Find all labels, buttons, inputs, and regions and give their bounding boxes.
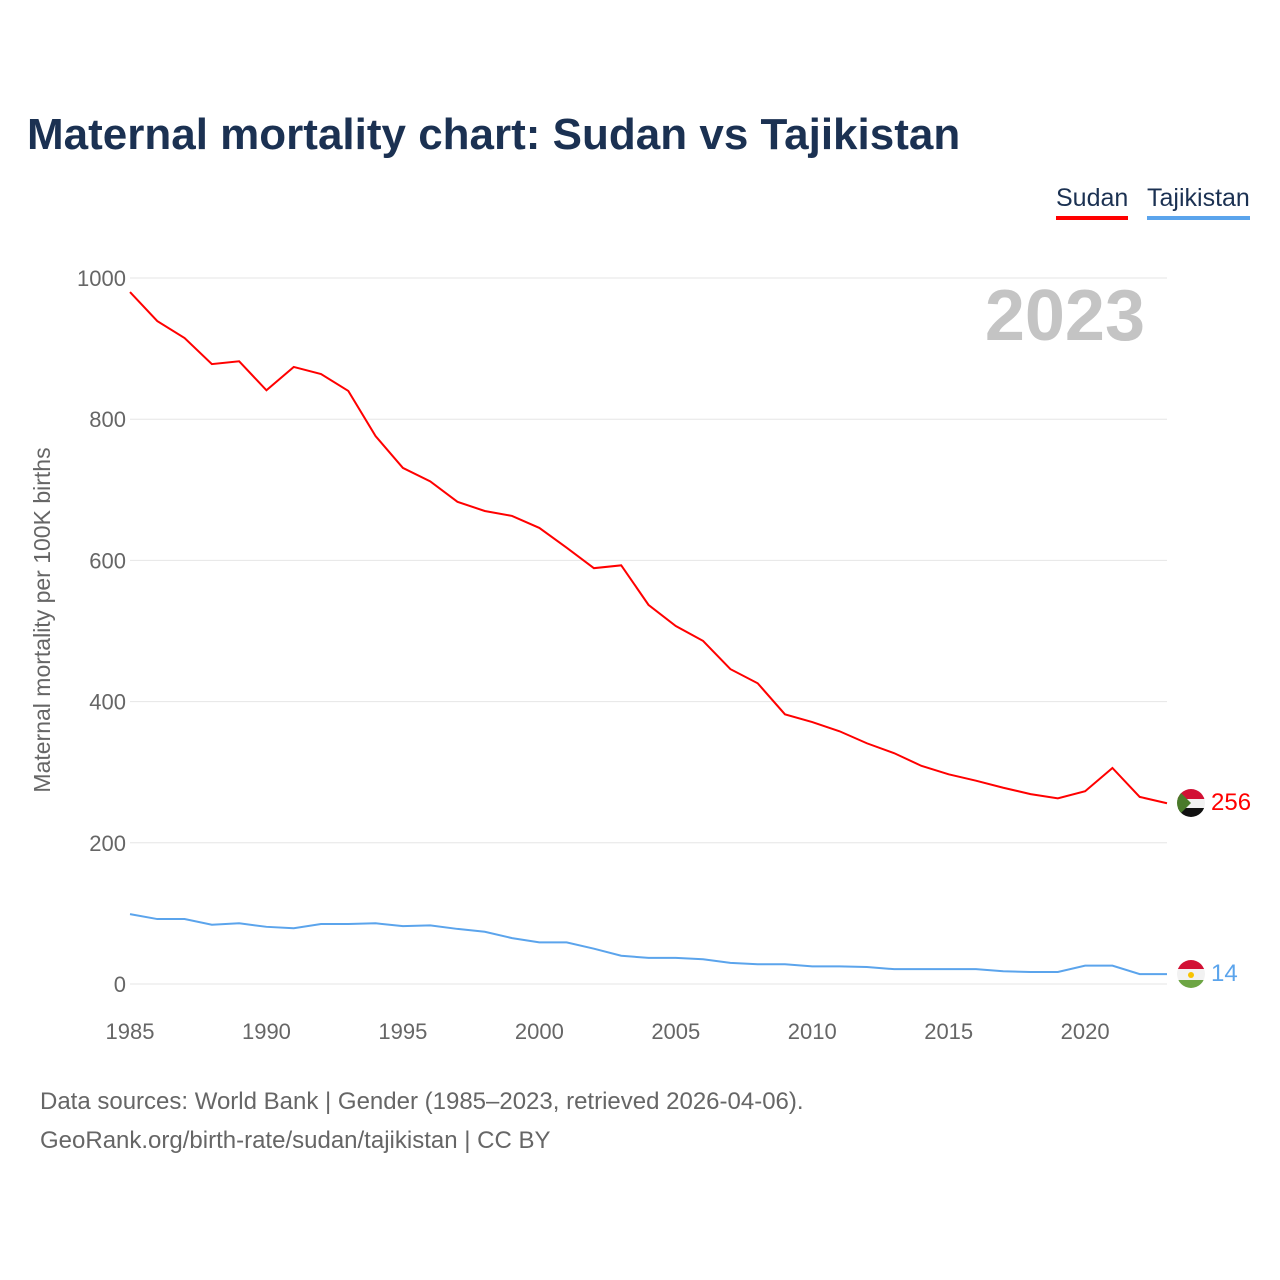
y-tick-label: 600 — [89, 548, 126, 573]
tajikistan-flag-icon — [1177, 960, 1205, 988]
series-line-tajikistan — [129, 913, 1167, 976]
x-tick-label: 2000 — [515, 1019, 564, 1044]
y-tick-label: 200 — [89, 831, 126, 856]
source-line-2[interactable]: GeoRank.org/birth-rate/sudan/tajikistan … — [40, 1127, 551, 1154]
sudan-flag-icon — [1177, 789, 1205, 817]
source-line-1: Data sources: World Bank | Gender (1985–… — [40, 1088, 804, 1115]
legend-tajikistan[interactable]: Tajikistan — [1147, 184, 1250, 220]
year-label: 2023 — [985, 276, 1145, 356]
legend-sudan[interactable]: Sudan — [1056, 184, 1129, 220]
x-tick-label: 1985 — [106, 1019, 155, 1044]
chart-title: Maternal mortality chart: Sudan vs Tajik… — [27, 110, 961, 159]
x-tick-label: 2015 — [924, 1019, 973, 1044]
tajikistan-end-label: 14 — [1211, 960, 1238, 987]
y-tick-label: 0 — [114, 972, 126, 997]
x-tick-label: 2020 — [1061, 1019, 1110, 1044]
x-tick-label: 1995 — [378, 1019, 427, 1044]
y-tick-label: 1000 — [77, 266, 126, 291]
sudan-end-label: 256 — [1211, 789, 1251, 816]
y-axis-label: Maternal mortality per 100K births — [29, 447, 55, 792]
x-tick-label: 2005 — [651, 1019, 700, 1044]
series-line-sudan — [129, 291, 1168, 805]
x-tick-label: 2010 — [788, 1019, 837, 1044]
y-tick-label: 800 — [89, 407, 126, 432]
x-tick-label: 1990 — [242, 1019, 291, 1044]
y-tick-label: 400 — [89, 690, 126, 715]
